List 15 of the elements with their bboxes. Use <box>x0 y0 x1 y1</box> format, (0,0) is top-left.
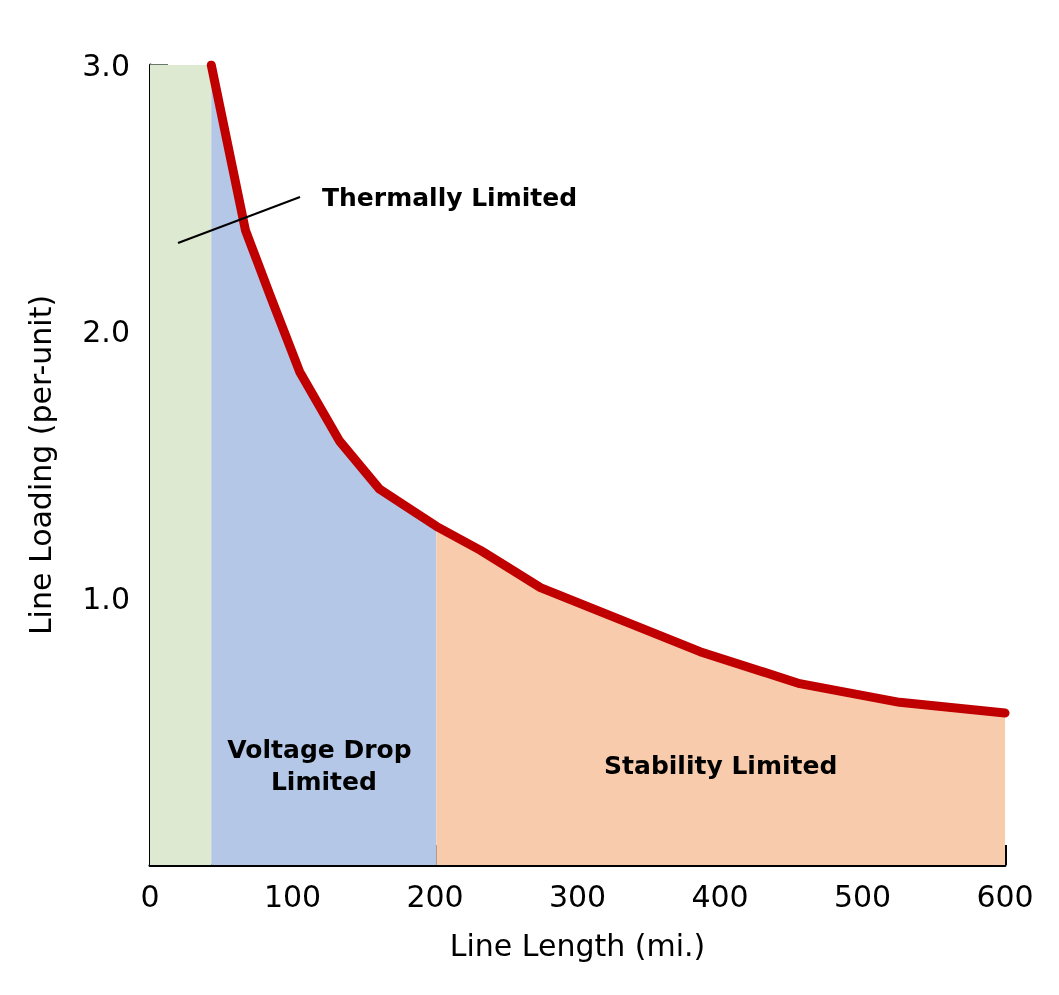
band-label: Thermally Limited <box>322 182 578 212</box>
x-tick-label: 300 <box>548 878 607 914</box>
x-tick-label: 400 <box>691 878 749 914</box>
series-label: Stability Limited <box>604 750 838 780</box>
y-axis-title: Line Loading (per-unit) <box>22 294 58 636</box>
y-tick-label: 2.0 <box>82 314 130 350</box>
y-tick-label: 3.0 <box>82 47 130 83</box>
x-tick-label: 100 <box>263 878 322 914</box>
series-label: Voltage Drop Limited <box>227 734 421 796</box>
x-tick-label: 200 <box>406 878 464 914</box>
x-tick-label: 500 <box>833 878 892 914</box>
x-tick-label: 0 <box>140 878 160 914</box>
x-axis-title: Line Length (mi.) <box>449 927 706 963</box>
x-tick-label: 600 <box>976 878 1034 914</box>
y-tick-label: 1.0 <box>82 580 130 616</box>
